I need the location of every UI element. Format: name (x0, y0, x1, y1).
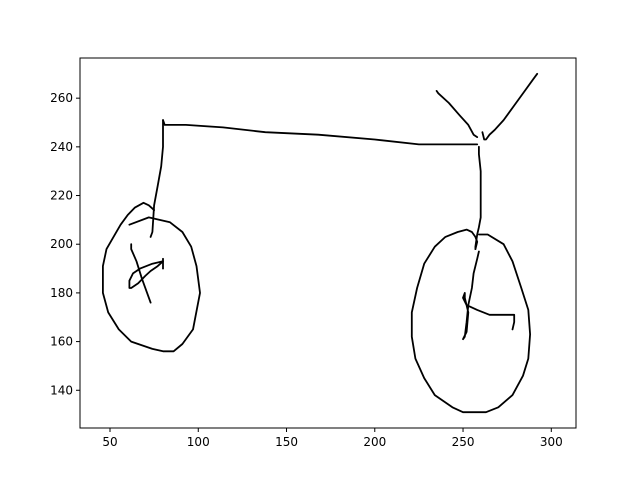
x-tick-label: 150 (275, 435, 298, 449)
x-tick-label: 300 (540, 435, 563, 449)
series-line-6 (128, 260, 164, 289)
y-tick-label: 240 (50, 140, 73, 154)
y-tick-label: 220 (50, 189, 73, 203)
y-tick-label: 160 (50, 335, 73, 349)
series-line-7 (435, 90, 479, 139)
series-line-3 (102, 201, 201, 353)
x-tick-label: 200 (363, 435, 386, 449)
series-line-8 (481, 72, 539, 141)
x-tick-label: 250 (452, 435, 475, 449)
series-line-2 (149, 119, 164, 238)
y-tick-label: 200 (50, 237, 73, 251)
y-tick-label: 180 (50, 286, 73, 300)
tick-layer: 50 100 150 200 250 300 140 160 180 200 220 240 260 (50, 91, 563, 449)
y-tick-label: 140 (50, 383, 73, 397)
x-tick-label: 100 (187, 435, 210, 449)
series-line-11 (462, 250, 516, 341)
series-line-10 (410, 228, 531, 414)
series-layer (102, 72, 539, 414)
x-tick-label: 50 (102, 435, 117, 449)
y-tick-label: 260 (50, 91, 73, 105)
series-line-1 (162, 119, 479, 146)
axes-frame (79, 57, 577, 429)
